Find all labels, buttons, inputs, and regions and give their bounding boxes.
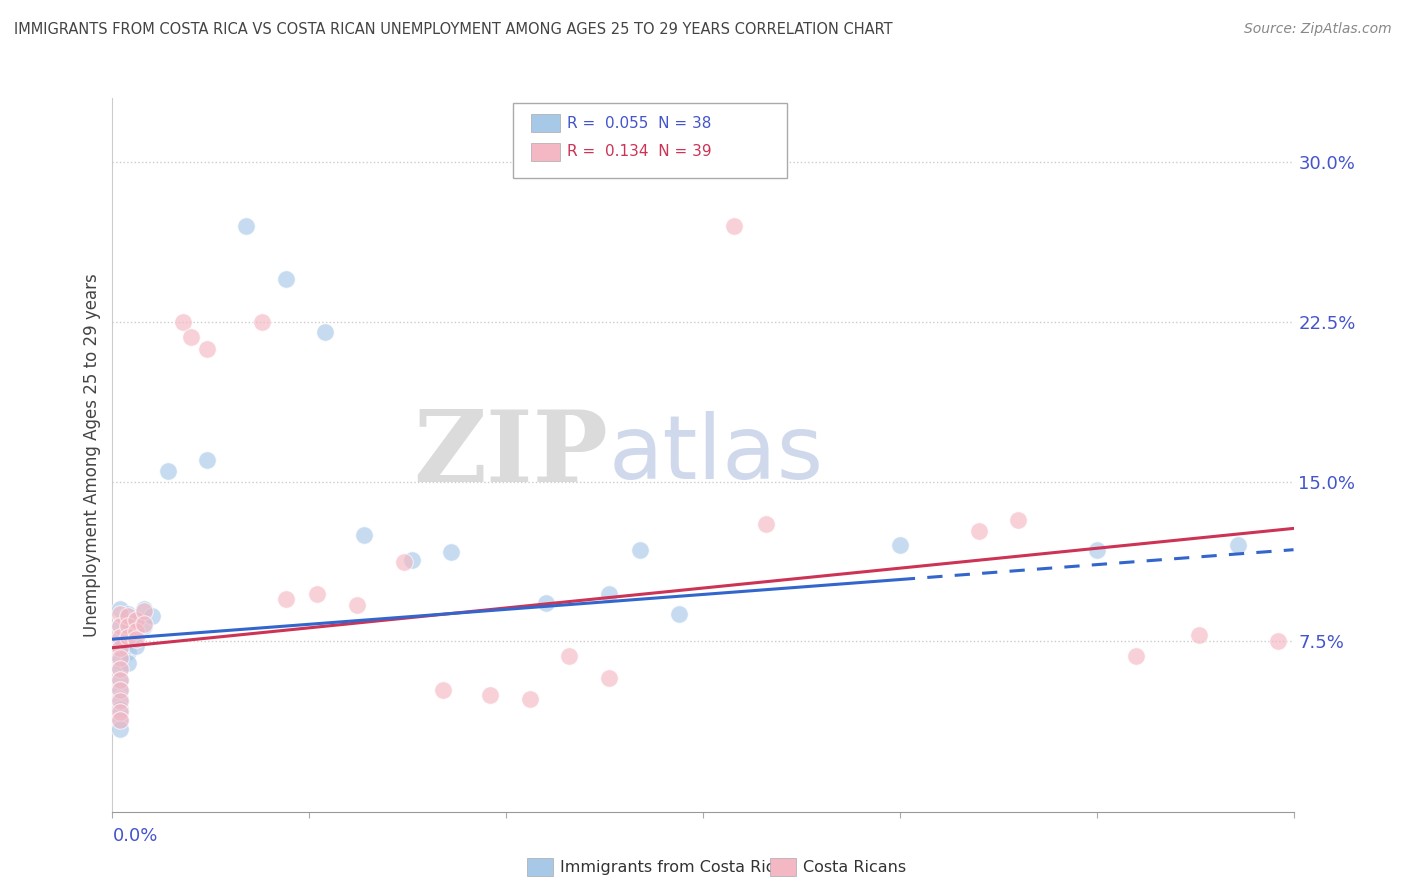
Text: ZIP: ZIP: [413, 407, 609, 503]
Point: [125, 624, 148, 638]
Y-axis label: Unemployment Among Ages 25 to 29 years: Unemployment Among Ages 25 to 29 years: [83, 273, 101, 637]
Point: [125, 632, 148, 647]
Point: [1125, 649, 1147, 664]
Point: [110, 673, 132, 687]
Point: [1007, 513, 1029, 527]
Text: atlas: atlas: [609, 411, 824, 499]
Point: [668, 607, 690, 621]
Point: [250, 315, 273, 329]
Point: [889, 538, 911, 552]
Point: [110, 722, 132, 736]
Point: [195, 453, 218, 467]
Point: [307, 587, 329, 601]
Text: R =  0.055  N = 38: R = 0.055 N = 38: [567, 116, 711, 130]
Text: Costa Ricans: Costa Ricans: [803, 860, 905, 874]
Point: [598, 587, 620, 601]
Point: [110, 653, 132, 667]
Point: [125, 613, 148, 627]
Point: [180, 329, 202, 343]
Point: [1085, 542, 1108, 557]
Point: [125, 613, 148, 627]
Point: [723, 219, 745, 233]
Point: [432, 683, 454, 698]
Point: [110, 630, 132, 644]
Point: [755, 517, 778, 532]
Point: [1188, 628, 1211, 642]
Point: [141, 608, 163, 623]
Point: [1227, 538, 1250, 552]
Point: [117, 630, 139, 644]
Point: [110, 683, 132, 698]
Point: [110, 662, 132, 676]
Text: Source: ZipAtlas.com: Source: ZipAtlas.com: [1244, 22, 1392, 37]
Point: [110, 694, 132, 708]
Point: [132, 605, 155, 619]
Point: [125, 625, 148, 640]
Point: [132, 617, 155, 632]
Point: [558, 649, 581, 664]
Point: [110, 683, 132, 698]
Point: [235, 219, 257, 233]
Point: [353, 528, 375, 542]
Point: [440, 545, 463, 559]
Point: [598, 671, 620, 685]
Point: [314, 326, 336, 340]
Point: [110, 691, 132, 706]
Point: [967, 524, 990, 538]
Point: [274, 272, 297, 286]
Point: [110, 640, 132, 655]
Point: [117, 645, 139, 659]
Point: [110, 662, 132, 676]
Point: [117, 624, 139, 638]
Point: [110, 602, 132, 616]
Point: [195, 343, 218, 357]
Point: [392, 556, 415, 570]
Point: [110, 619, 132, 633]
Point: [117, 619, 139, 633]
Point: [117, 607, 139, 621]
Point: [110, 632, 132, 647]
Text: R =  0.134  N = 39: R = 0.134 N = 39: [567, 145, 711, 159]
Text: 0.0%: 0.0%: [112, 828, 157, 846]
Point: [479, 688, 502, 702]
Point: [110, 619, 132, 633]
Text: Immigrants from Costa Rica: Immigrants from Costa Rica: [560, 860, 785, 874]
Point: [110, 651, 132, 665]
Point: [1267, 634, 1289, 648]
Point: [117, 656, 139, 670]
Point: [110, 713, 132, 727]
Point: [110, 673, 132, 687]
Point: [534, 596, 557, 610]
Point: [156, 464, 179, 478]
Point: [110, 640, 132, 655]
Point: [110, 705, 132, 719]
Text: IMMIGRANTS FROM COSTA RICA VS COSTA RICAN UNEMPLOYMENT AMONG AGES 25 TO 29 YEARS: IMMIGRANTS FROM COSTA RICA VS COSTA RICA…: [14, 22, 893, 37]
Point: [132, 619, 155, 633]
Point: [110, 702, 132, 716]
Point: [519, 691, 541, 706]
Point: [172, 315, 194, 329]
Point: [401, 553, 423, 567]
Point: [110, 713, 132, 727]
Point: [346, 598, 368, 612]
Point: [117, 608, 139, 623]
Point: [132, 602, 155, 616]
Point: [628, 542, 651, 557]
Point: [125, 639, 148, 653]
Point: [117, 634, 139, 648]
Point: [110, 607, 132, 621]
Point: [274, 591, 297, 606]
